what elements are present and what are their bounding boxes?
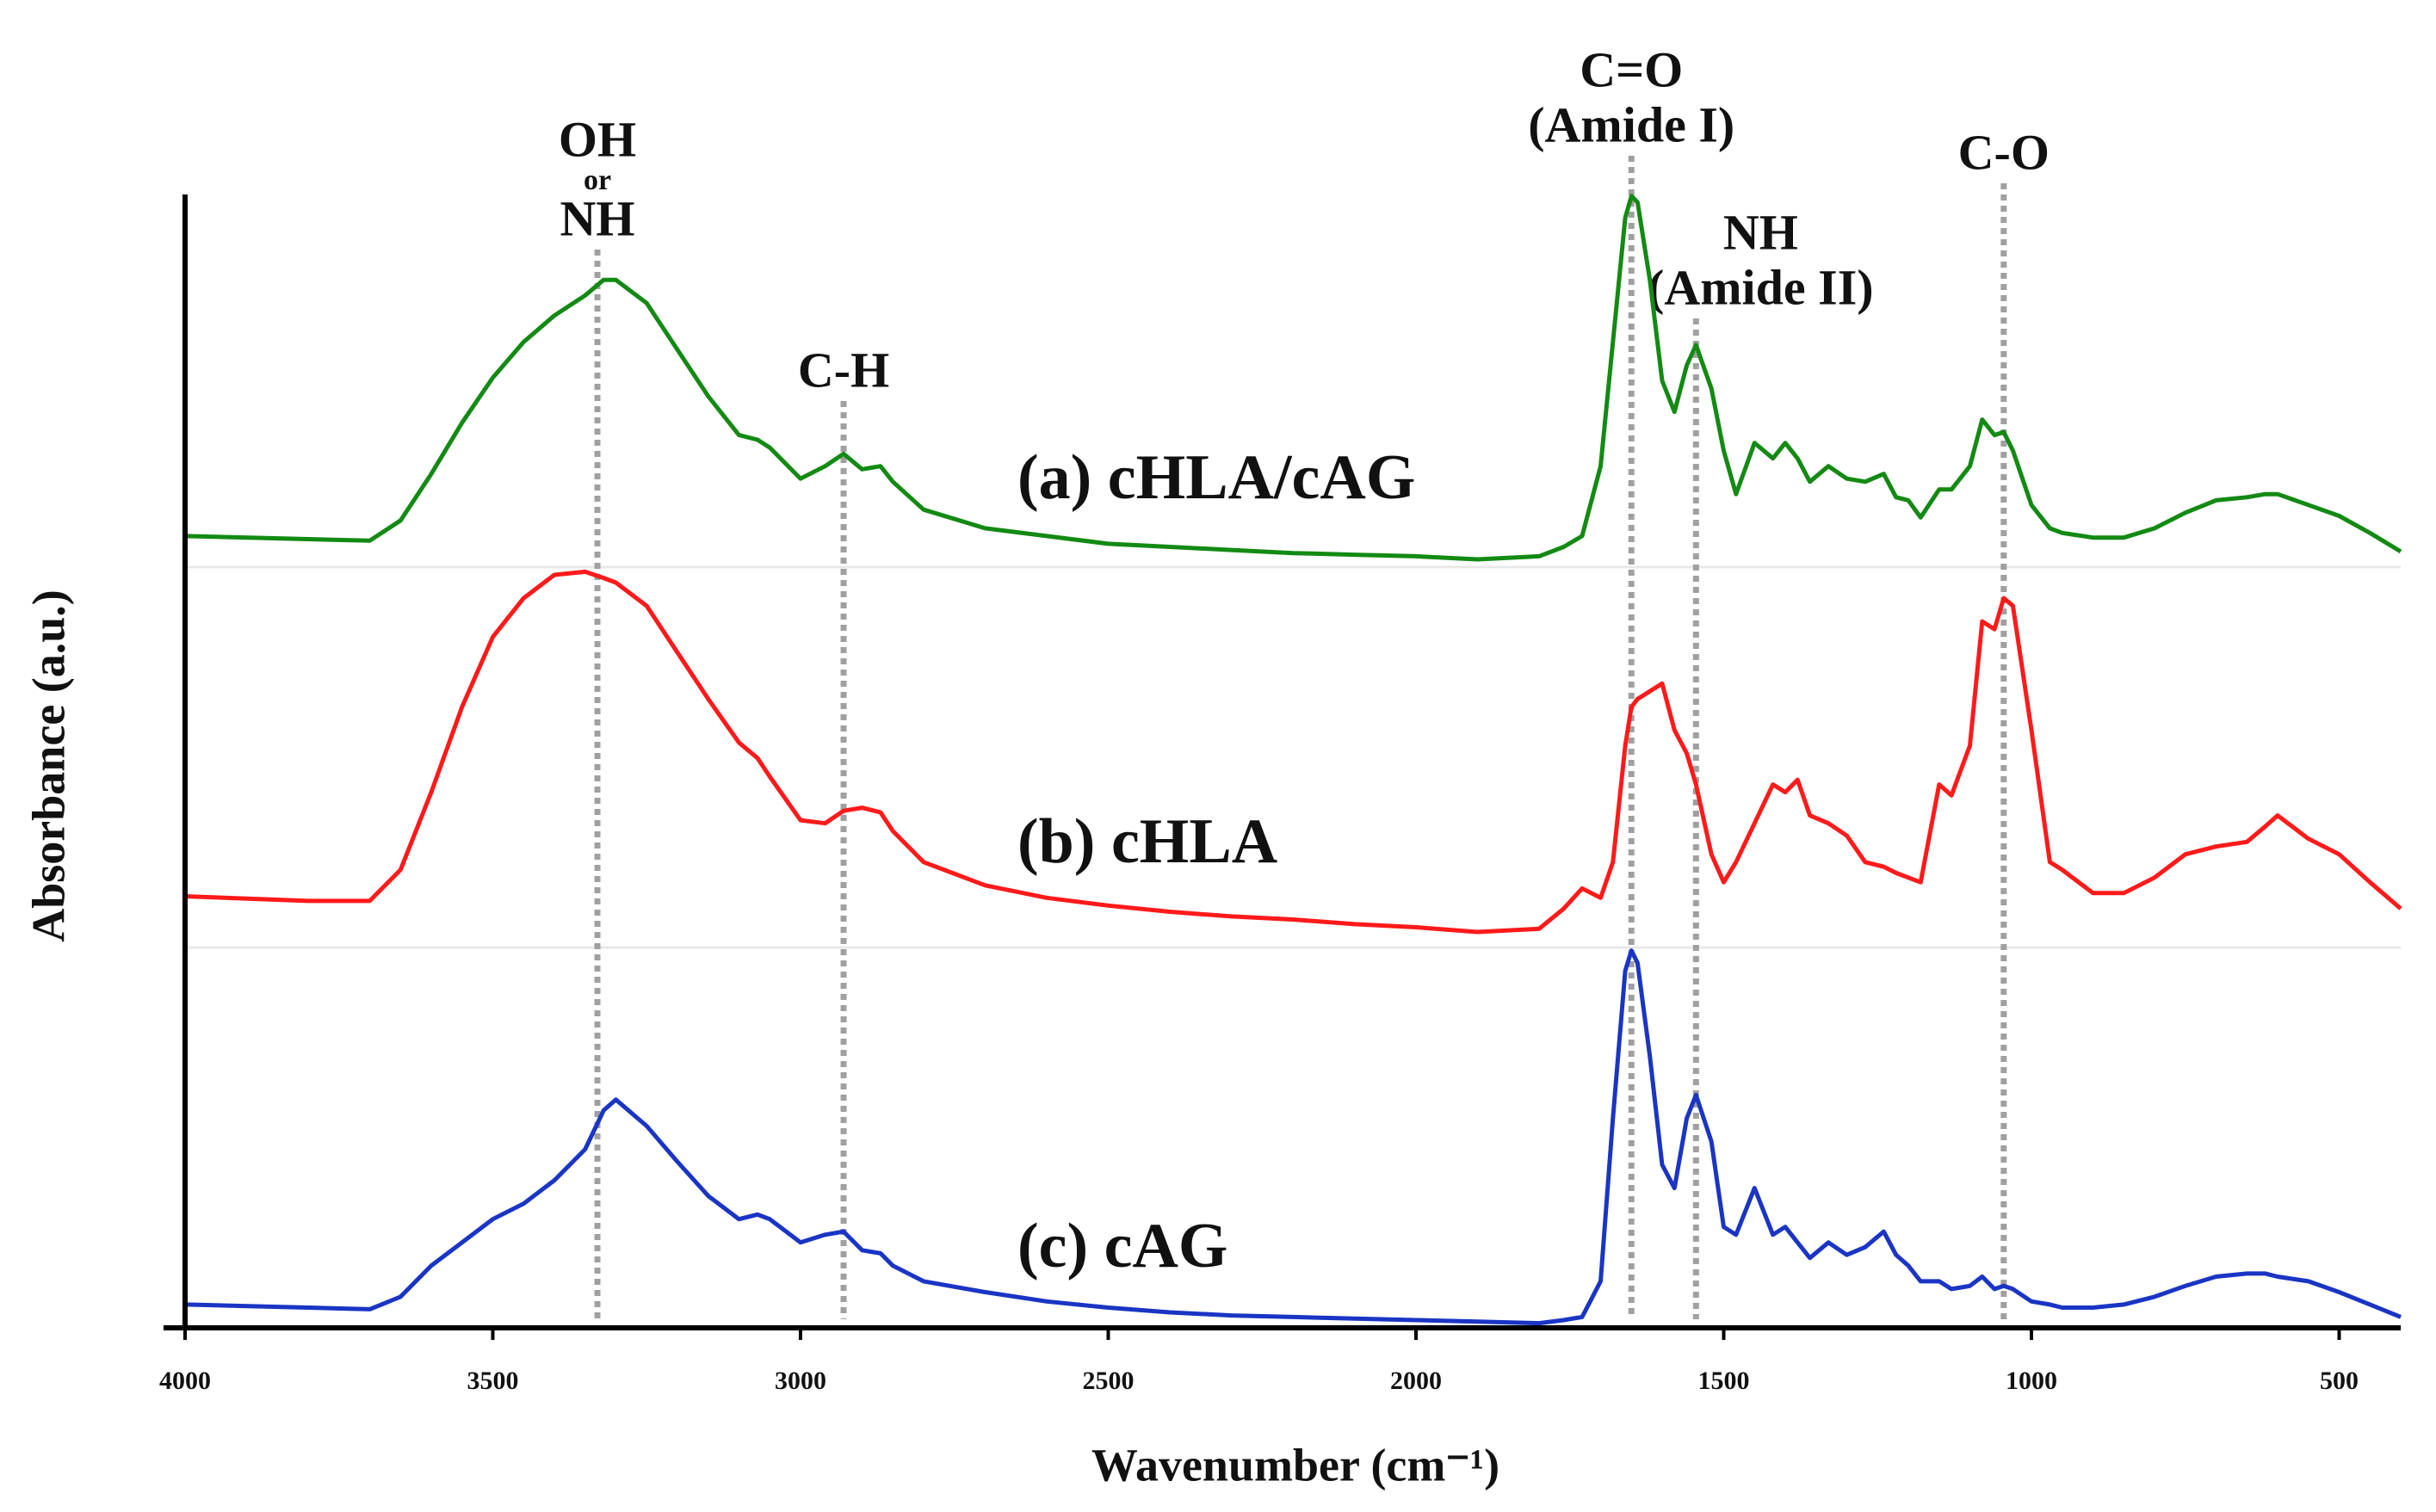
x-tick-label: 500 <box>2320 1367 2359 1395</box>
spectrum-line <box>184 194 2402 562</box>
x-tick-label: 3500 <box>467 1367 519 1395</box>
y-axis-title: Absorbance (a.u.) <box>22 589 74 942</box>
x-tick-label: 4000 <box>159 1367 211 1395</box>
x-axis-title: Wavenumber (cm⁻¹) <box>1091 1439 1499 1490</box>
annotation-label: or <box>584 164 611 196</box>
annotation-label: C-H <box>798 342 889 398</box>
x-tick-label: 3000 <box>775 1367 826 1395</box>
annotation-label: (Amide I) <box>1528 96 1734 152</box>
series-label: (a) cHLA/cAG <box>1017 442 1415 513</box>
x-tick-label: 1500 <box>1698 1367 1750 1395</box>
annotation-label: C-O <box>1958 124 2050 180</box>
spectrum-line <box>184 569 2402 935</box>
series-label: (c) cAG <box>1017 1211 1227 1281</box>
annotation-label: OH <box>559 111 636 167</box>
annotation-label: (Amide II) <box>1648 259 1874 315</box>
x-tick-label: 2000 <box>1390 1367 1442 1395</box>
annotation-label: NH <box>1723 204 1798 260</box>
spectrum-line <box>184 948 2402 1326</box>
annotation-label: C=O <box>1580 41 1683 97</box>
x-tick-label: 1000 <box>2006 1367 2057 1395</box>
series-label: (b) cHLA <box>1017 806 1277 877</box>
annotation-label: NH <box>560 190 635 246</box>
x-tick-label: 2500 <box>1083 1367 1135 1395</box>
